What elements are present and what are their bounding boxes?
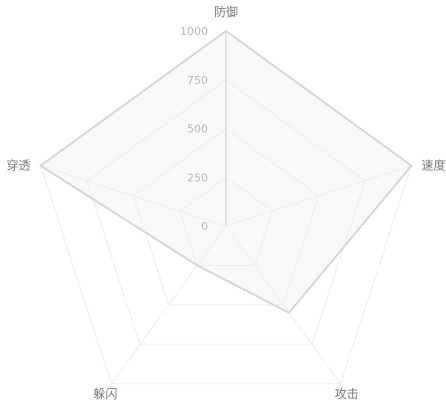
spoke-4 (110, 225, 227, 385)
radar-axis-labels: 防御 速度 攻击 躲闪 穿透 (6, 4, 445, 401)
spoke-5 (40, 165, 227, 227)
grid-ring-1 (179, 176, 273, 266)
series-area-1 (38, 29, 413, 315)
axis-label-defense: 防御 (214, 4, 238, 19)
axis-label-speed: 速度 (422, 158, 446, 173)
tick-label-750: 750 (187, 74, 208, 87)
radar-tick-labels: 0 250 500 750 1000 (180, 25, 208, 233)
spoke-3 (225, 225, 342, 385)
grid-ring-3 (86, 79, 366, 345)
spoke-2 (225, 165, 412, 227)
tick-label-1000: 1000 (180, 25, 208, 38)
axis-label-penetration: 穿透 (6, 158, 30, 173)
radar-series (38, 29, 413, 315)
tick-label-0: 0 (201, 220, 208, 233)
axis-label-dodge: 躲闪 (93, 386, 117, 401)
tick-label-500: 500 (187, 123, 208, 136)
tick-label-250: 250 (187, 171, 208, 184)
grid-ring-2 (132, 127, 320, 306)
axis-label-attack: 攻击 (335, 387, 359, 401)
